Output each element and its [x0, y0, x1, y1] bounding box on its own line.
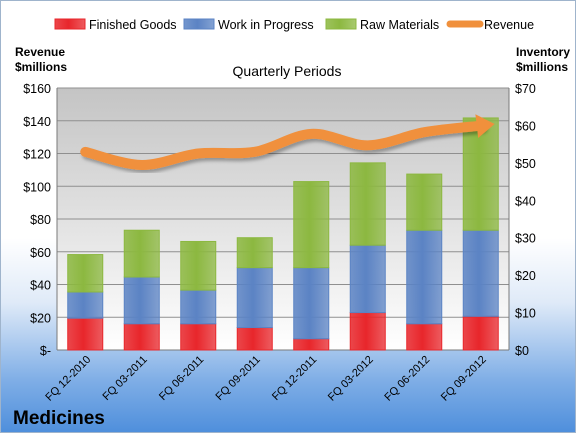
x-tick-label: FQ 06-2012	[382, 354, 432, 404]
bar-work-in-progress	[293, 267, 330, 340]
bar-work-in-progress	[349, 244, 386, 314]
y-right-tick-label: $10	[515, 307, 536, 321]
bar-finished-goods	[236, 327, 273, 351]
revenue-line	[80, 120, 486, 170]
bar-finished-goods	[462, 315, 499, 351]
bar-finished-goods	[67, 317, 104, 351]
bar-raw-materials	[67, 254, 104, 293]
y-left-tick-label: $120	[23, 148, 51, 162]
bar-raw-materials	[123, 229, 160, 278]
x-tick-label: FQ 03-2012	[326, 354, 376, 404]
bar-raw-materials	[406, 173, 443, 231]
bar-finished-goods	[180, 323, 217, 351]
y-left-tick-label: $-	[40, 344, 51, 358]
y-left-tick-label: $100	[23, 180, 51, 194]
y-left-tick-label: $40	[30, 279, 51, 293]
y-left-tick-label: $20	[30, 311, 51, 325]
y-right-tick-label: $50	[515, 157, 536, 171]
bar-work-in-progress	[180, 289, 217, 325]
y-left-tick-label: $140	[23, 115, 51, 129]
x-tick-label: FQ 09-2011	[213, 354, 262, 403]
x-tick-label: FQ 06-2011	[157, 354, 206, 403]
x-tick-label: FQ 12-2011	[270, 354, 319, 403]
y-right-axis-title: $millions	[516, 60, 568, 74]
bar-work-in-progress	[406, 229, 443, 325]
x-tick-label: FQ 03-2011	[100, 354, 149, 403]
bar-work-in-progress	[462, 229, 499, 317]
y-right-tick-label: $30	[515, 232, 536, 246]
revenue-line-arrowhead	[475, 114, 495, 139]
bar-raw-materials	[180, 240, 217, 291]
y-right-tick-label: $70	[515, 82, 536, 96]
legend-label: Finished Goods	[89, 18, 177, 32]
y-left-tick-label: $80	[30, 213, 51, 227]
bar-finished-goods	[123, 323, 160, 351]
y-right-tick-label: $0	[515, 344, 529, 358]
y-left-tick-label: $60	[30, 246, 51, 260]
legend-swatch-raw-materials	[325, 18, 357, 30]
legend-label: Raw Materials	[360, 18, 439, 32]
bar-raw-materials	[236, 237, 273, 269]
bar-raw-materials	[349, 162, 386, 246]
legend-label: Revenue	[484, 18, 534, 32]
y-right-tick-label: $40	[515, 194, 536, 208]
bar-work-in-progress	[67, 291, 104, 319]
x-tick-label: FQ 12-2010	[43, 354, 93, 404]
legend-label: Work in Progress	[218, 18, 314, 32]
bar-raw-materials	[462, 117, 499, 231]
bar-finished-goods	[406, 323, 443, 351]
y-right-tick-label: $60	[515, 119, 536, 133]
bar-finished-goods	[293, 338, 330, 351]
y-left-axis-title: Revenue	[15, 45, 65, 59]
y-right-axis-title: Inventory	[516, 45, 570, 59]
legend-swatch-work-in-progress	[183, 18, 215, 30]
bar-work-in-progress	[236, 267, 273, 329]
y-left-tick-label: $160	[23, 82, 51, 96]
footer-title: Medicines	[13, 408, 105, 429]
bar-work-in-progress	[123, 276, 160, 325]
y-right-tick-label: $20	[515, 269, 536, 283]
y-left-axis-title: $millions	[15, 60, 67, 74]
bar-raw-materials	[293, 181, 330, 269]
bar-finished-goods	[349, 312, 386, 351]
legend-swatch-finished-goods	[54, 18, 86, 30]
chart-title: Quarterly Periods	[233, 63, 342, 79]
x-tick-label: FQ 09-2012	[439, 354, 489, 404]
